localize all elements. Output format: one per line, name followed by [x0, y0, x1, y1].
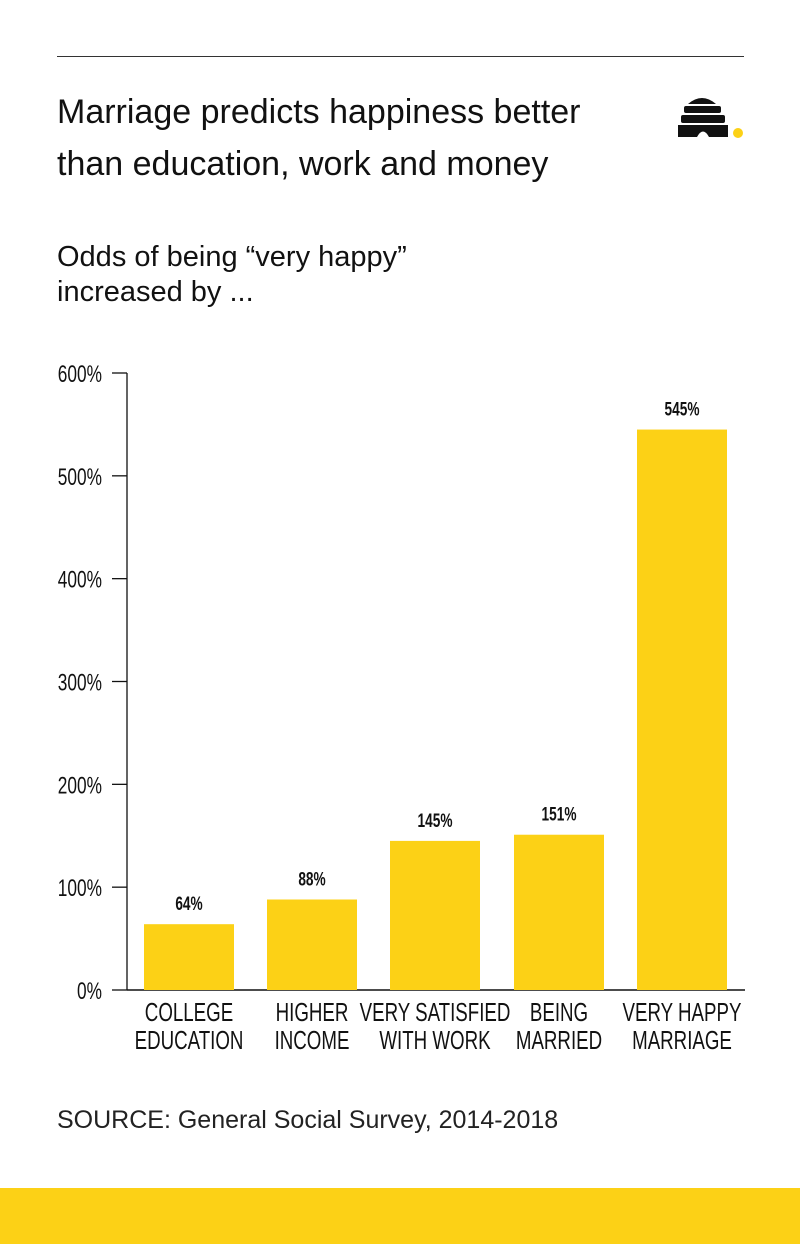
bar-value-label-group: 64%: [175, 893, 203, 915]
y-tick-label-group: 400%: [58, 567, 102, 593]
x-category-label-group: COLLEGE: [145, 997, 233, 1027]
y-tick-label-group: 600%: [58, 361, 102, 387]
y-tick-label-group: 200%: [58, 773, 102, 799]
bar-value-label: 545%: [665, 398, 700, 420]
x-category-label: MARRIAGE: [632, 1025, 732, 1055]
bar-value-label-group: 545%: [665, 398, 700, 420]
x-category-label: VERY HAPPY: [623, 997, 742, 1027]
y-tick-label: 0%: [77, 978, 102, 1004]
bar: [637, 429, 727, 990]
bar-value-label: 88%: [298, 868, 326, 890]
x-category-label-group: VERY SATISFIED: [360, 997, 511, 1027]
x-category-label-group: VERY HAPPY: [623, 997, 742, 1027]
bar: [144, 924, 234, 990]
bar-value-label: 145%: [418, 810, 453, 832]
subtitle-line-2: increased by ...: [57, 276, 254, 308]
y-tick-label-group: 100%: [58, 876, 102, 902]
bar-value-label-group: 151%: [542, 804, 577, 826]
x-category-label-group: HIGHER: [276, 997, 349, 1027]
y-tick-label: 500%: [58, 464, 102, 490]
x-category-label-group: BEING: [530, 997, 588, 1027]
x-category-label: WITH WORK: [379, 1025, 490, 1055]
y-tick-label: 600%: [58, 361, 102, 387]
y-tick-label: 200%: [58, 773, 102, 799]
x-category-label-group: WITH WORK: [379, 1025, 490, 1055]
x-category-label: COLLEGE: [145, 997, 233, 1027]
source-note: SOURCE: General Social Survey, 2014-2018: [57, 1106, 559, 1134]
bar-value-label: 64%: [175, 893, 203, 915]
x-category-label: INCOME: [275, 1025, 350, 1055]
y-tick-label: 100%: [58, 876, 102, 902]
y-tick-label-group: 0%: [77, 978, 102, 1004]
x-category-label-group: MARRIED: [516, 1025, 602, 1055]
top-rule: [57, 56, 744, 57]
x-category-label-group: MARRIAGE: [632, 1025, 732, 1055]
bar-value-label-group: 145%: [418, 810, 453, 832]
y-tick-label-group: 300%: [58, 670, 102, 696]
x-category-label: VERY SATISFIED: [360, 997, 511, 1027]
bar: [514, 834, 604, 990]
y-tick-label: 300%: [58, 670, 102, 696]
x-category-label-group: INCOME: [275, 1025, 350, 1055]
x-category-label: MARRIED: [516, 1025, 602, 1055]
y-tick-label-group: 500%: [58, 464, 102, 490]
footer-bar: [0, 1188, 800, 1244]
subtitle-line-1: Odds of being “very happy”: [57, 241, 407, 273]
bar: [390, 840, 480, 990]
chart-subtitle: Odds of being “very happy” increased by …: [57, 240, 557, 310]
chart-title: Marriage predicts happiness better than …: [57, 93, 581, 183]
x-category-label: BEING: [530, 997, 588, 1027]
bar: [267, 899, 357, 990]
bar-value-label: 151%: [542, 804, 577, 826]
x-category-label-group: EDUCATION: [135, 1025, 244, 1055]
y-tick-label: 400%: [58, 567, 102, 593]
bar-value-label-group: 88%: [298, 868, 326, 890]
beehive-logo-icon: [678, 94, 748, 145]
x-category-label: EDUCATION: [135, 1025, 244, 1055]
x-category-label: HIGHER: [276, 997, 349, 1027]
